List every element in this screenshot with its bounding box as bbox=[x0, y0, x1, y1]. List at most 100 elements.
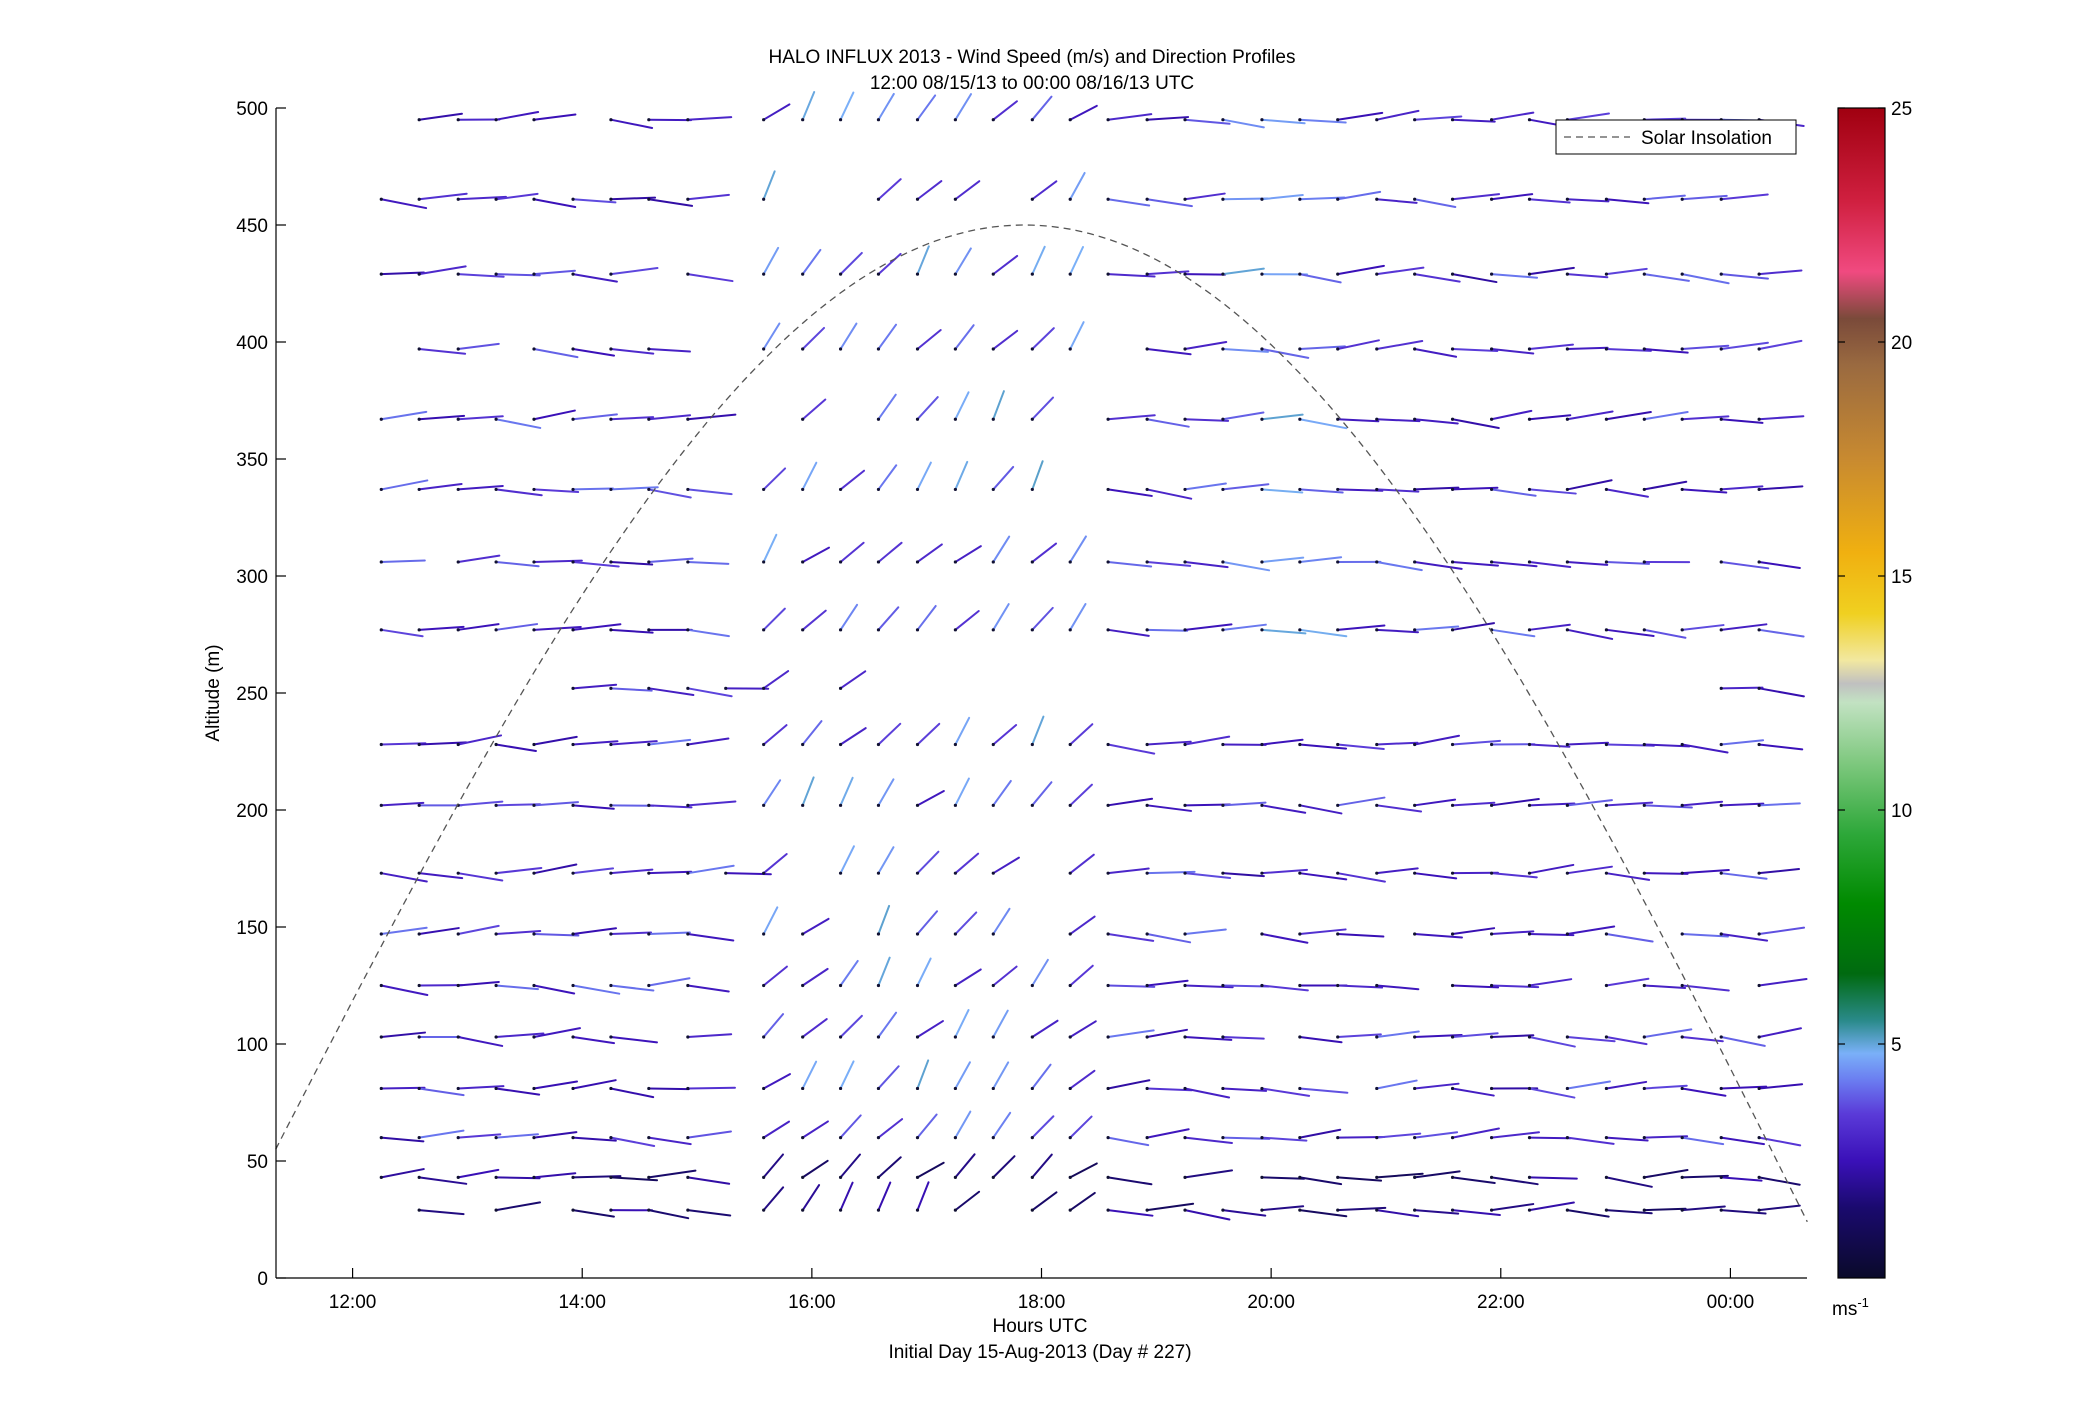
wind-vector-origin bbox=[1298, 803, 1302, 807]
wind-vector bbox=[418, 112, 463, 121]
wind-vector-origin bbox=[417, 487, 421, 492]
wind-vector bbox=[1375, 1172, 1424, 1179]
wind-vector-origin bbox=[1260, 487, 1264, 492]
wind-vector-origin bbox=[838, 803, 843, 807]
wind-vector-origin bbox=[1183, 1175, 1187, 1179]
wind-vector-origin bbox=[1527, 628, 1532, 632]
wind-vector bbox=[532, 1080, 579, 1090]
wind-vector bbox=[457, 342, 500, 351]
wind-vector-origin bbox=[417, 742, 421, 747]
wind-vector bbox=[1643, 480, 1688, 491]
wind-vector-origin bbox=[1106, 272, 1110, 276]
wind-vector bbox=[1643, 628, 1687, 639]
wind-vector-origin bbox=[1489, 347, 1494, 351]
wind-vector bbox=[1451, 739, 1502, 746]
wind-vector bbox=[495, 984, 539, 991]
wind-vector-origin bbox=[1719, 1086, 1723, 1091]
wind-vector-origin bbox=[571, 1175, 575, 1179]
wind-vector-origin bbox=[1565, 871, 1569, 875]
wind-vector bbox=[1336, 190, 1382, 201]
wind-vector bbox=[1069, 1191, 1096, 1212]
wind-vector-origin bbox=[1680, 487, 1684, 492]
wind-vector bbox=[1375, 984, 1420, 991]
wind-vector bbox=[1375, 628, 1419, 634]
wind-vector bbox=[839, 1181, 854, 1212]
wind-vector-origin bbox=[1719, 487, 1723, 492]
wind-vector-origin bbox=[1106, 983, 1110, 988]
wind-vector bbox=[801, 461, 818, 491]
wind-vector bbox=[1146, 198, 1193, 208]
wind-vector bbox=[1107, 797, 1154, 807]
wind-vector-origin bbox=[1413, 560, 1417, 564]
wind-vector bbox=[1298, 418, 1348, 430]
wind-vector-origin bbox=[1757, 871, 1761, 875]
wind-vector bbox=[916, 1020, 944, 1038]
wind-vector-origin bbox=[1680, 983, 1684, 988]
wind-vector-origin bbox=[647, 932, 651, 936]
wind-vector-origin bbox=[1030, 118, 1034, 122]
wind-vector bbox=[572, 198, 617, 204]
wind-vector-origin bbox=[724, 871, 728, 875]
wind-vector bbox=[1069, 171, 1086, 201]
wind-vector bbox=[1758, 868, 1801, 875]
wind-vector-origin bbox=[724, 686, 728, 690]
wind-vector bbox=[495, 488, 543, 497]
wind-vector-origin bbox=[1527, 560, 1532, 564]
wind-vector-origin bbox=[417, 932, 421, 936]
wind-vector-origin bbox=[1642, 742, 1646, 747]
wind-vector-origin bbox=[379, 742, 383, 747]
wind-vector bbox=[1681, 869, 1730, 875]
x-axis-label: Hours UTC bbox=[992, 1316, 1087, 1337]
wind-vector-origin bbox=[1757, 272, 1761, 276]
wind-vector-origin bbox=[1489, 487, 1494, 492]
wind-vector-origin bbox=[1183, 803, 1187, 807]
wind-vector-origin bbox=[1068, 347, 1072, 351]
wind-vector-origin bbox=[379, 803, 383, 807]
wind-vector-origin bbox=[494, 560, 498, 564]
wind-vector-origin bbox=[1565, 347, 1569, 351]
wind-vector-origin bbox=[609, 197, 613, 201]
wind-vector bbox=[877, 541, 903, 563]
wind-vector-origin bbox=[915, 628, 920, 632]
wind-vector bbox=[1451, 1087, 1495, 1097]
wind-vector bbox=[801, 91, 816, 121]
wind-vector-origin bbox=[1450, 803, 1455, 807]
wind-vector-origin bbox=[1604, 1175, 1609, 1179]
wind-vector bbox=[1221, 872, 1265, 878]
wind-vector-origin bbox=[1489, 983, 1494, 988]
wind-vector-origin bbox=[838, 628, 843, 632]
wind-vector-origin bbox=[379, 487, 383, 492]
wind-vector-origin bbox=[532, 487, 536, 492]
wind-vector-origin bbox=[1719, 803, 1723, 807]
wind-vector-origin bbox=[1106, 1035, 1110, 1039]
wind-vector bbox=[916, 396, 939, 421]
wind-vector-origin bbox=[1604, 803, 1609, 807]
wind-vector bbox=[572, 1175, 622, 1179]
wind-vector bbox=[1681, 194, 1728, 201]
wind-vector bbox=[609, 560, 654, 566]
wind-vector bbox=[457, 1133, 502, 1139]
wind-vector-origin bbox=[1145, 742, 1149, 747]
wind-vector-origin bbox=[1527, 1035, 1532, 1039]
wind-vector-origin bbox=[1450, 560, 1455, 564]
wind-vector-origin bbox=[1030, 197, 1034, 201]
wind-vector bbox=[647, 414, 692, 421]
wind-vector-origin bbox=[532, 560, 536, 564]
wind-vector-origin bbox=[1298, 1175, 1302, 1179]
wind-vector-origin bbox=[417, 1175, 421, 1179]
wind-vector bbox=[572, 560, 620, 568]
wind-vector-origin bbox=[876, 742, 881, 747]
wind-vector bbox=[1643, 411, 1689, 421]
wind-vector bbox=[1528, 1035, 1576, 1048]
wind-vector bbox=[572, 867, 615, 875]
wind-vector-origin bbox=[1527, 197, 1532, 201]
y-tick-label: 450 bbox=[236, 216, 268, 237]
wind-vector-origin bbox=[1757, 1208, 1761, 1212]
wind-vector bbox=[801, 776, 815, 807]
wind-vector-origin bbox=[876, 560, 881, 564]
wind-vector bbox=[1107, 1079, 1151, 1090]
wind-vector-origin bbox=[801, 347, 805, 351]
wind-vector bbox=[686, 800, 737, 807]
wind-vector-origin bbox=[953, 983, 957, 988]
wind-vector bbox=[495, 930, 542, 936]
